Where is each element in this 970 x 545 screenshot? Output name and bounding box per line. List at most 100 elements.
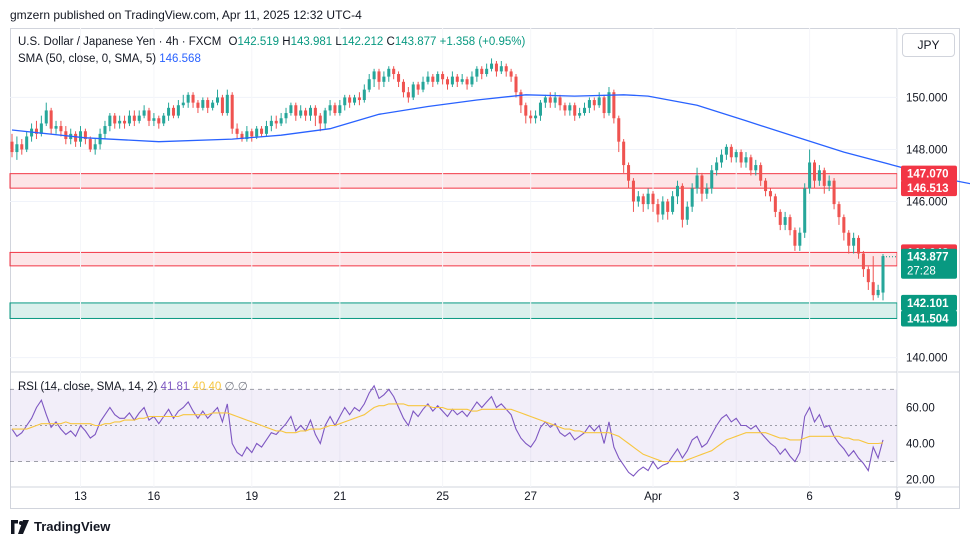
candle bbox=[103, 120, 107, 140]
candle-body bbox=[137, 115, 141, 121]
candle-body bbox=[255, 128, 259, 137]
close-value: 143.877 bbox=[394, 36, 437, 48]
rsi-legend[interactable]: RSI (14, close, SMA, 14, 2) 41.81 40.40 … bbox=[18, 379, 248, 393]
candle bbox=[558, 94, 562, 111]
sma-legend-value: 146.568 bbox=[159, 53, 201, 65]
candle bbox=[538, 100, 542, 121]
candle-body bbox=[465, 79, 469, 85]
candle bbox=[715, 157, 719, 176]
candle-body bbox=[372, 71, 376, 80]
candle bbox=[543, 94, 547, 108]
candle-body bbox=[808, 162, 812, 189]
chart-frame bbox=[10, 28, 960, 509]
candle bbox=[842, 214, 846, 241]
candle-body bbox=[504, 66, 508, 72]
candle-body bbox=[587, 100, 591, 108]
candle-body bbox=[705, 188, 709, 194]
candle-body bbox=[812, 162, 817, 181]
candle-body bbox=[123, 120, 127, 124]
currency-button[interactable]: JPY bbox=[902, 33, 955, 57]
candle bbox=[299, 105, 303, 119]
candle-body bbox=[729, 146, 733, 158]
candle-body bbox=[93, 144, 97, 150]
candle bbox=[519, 89, 523, 114]
candle bbox=[431, 74, 435, 88]
candle bbox=[397, 71, 401, 88]
candle-body bbox=[353, 97, 357, 103]
candle bbox=[294, 102, 298, 121]
candle-body bbox=[607, 92, 611, 114]
candle-body bbox=[739, 152, 743, 163]
rsi-tick-label: 20.00 bbox=[906, 475, 935, 487]
candle bbox=[759, 162, 763, 186]
candle-body bbox=[362, 89, 366, 101]
candle-body bbox=[534, 115, 538, 119]
publisher-caption: gmzern published on TradingView.com, Apr… bbox=[10, 8, 362, 22]
candle bbox=[881, 254, 885, 301]
sma-legend[interactable]: SMA (50, close, 0, SMA, 5) 146.568 bbox=[18, 53, 201, 65]
candle-body bbox=[876, 289, 880, 296]
candle-body bbox=[299, 110, 303, 116]
price-label-text: 142.101 bbox=[907, 298, 949, 310]
candle-body bbox=[132, 115, 136, 121]
candle-body bbox=[651, 193, 655, 205]
candle-body bbox=[832, 180, 836, 205]
candle-body bbox=[450, 76, 454, 85]
candle-body bbox=[387, 68, 391, 77]
time-tick-label: 27 bbox=[524, 491, 537, 503]
candle-body bbox=[578, 113, 582, 116]
candle bbox=[739, 149, 743, 168]
candle-body bbox=[127, 115, 131, 124]
candle-body bbox=[524, 105, 528, 116]
candle bbox=[656, 198, 660, 223]
zone-support bbox=[9, 302, 898, 319]
candle bbox=[720, 149, 724, 168]
candle bbox=[157, 115, 161, 129]
candle bbox=[764, 178, 768, 197]
candle bbox=[808, 149, 812, 194]
candle bbox=[793, 227, 797, 251]
candle-body bbox=[245, 131, 249, 140]
candle-body bbox=[215, 97, 220, 103]
candle-body bbox=[406, 92, 410, 98]
candle-body bbox=[700, 175, 704, 194]
candle-body bbox=[323, 110, 327, 124]
candle-body bbox=[470, 76, 474, 85]
candle bbox=[176, 100, 180, 119]
candle bbox=[357, 92, 361, 106]
candle bbox=[215, 89, 220, 106]
candle bbox=[15, 136, 19, 160]
candle-body bbox=[348, 97, 352, 103]
candle-body bbox=[857, 237, 861, 254]
candle bbox=[847, 230, 851, 254]
candle-body bbox=[377, 71, 381, 82]
time-tick-label: 19 bbox=[245, 491, 258, 503]
candle bbox=[167, 102, 171, 121]
candle bbox=[20, 139, 24, 155]
candle bbox=[132, 110, 136, 127]
candle bbox=[729, 144, 733, 163]
candle bbox=[211, 100, 215, 111]
candle bbox=[475, 66, 479, 82]
candle bbox=[724, 144, 728, 160]
candle-body bbox=[671, 196, 675, 212]
candle bbox=[568, 102, 572, 116]
candle-body bbox=[602, 97, 606, 114]
candle-body bbox=[754, 165, 758, 171]
price-label: 142.101 bbox=[901, 294, 957, 311]
candle bbox=[857, 235, 861, 259]
candle bbox=[445, 76, 450, 90]
rsi-legend-value: 41.81 bbox=[160, 381, 190, 393]
candle bbox=[641, 193, 645, 212]
candle-body bbox=[494, 63, 498, 72]
candle bbox=[573, 102, 577, 121]
candle-body bbox=[441, 74, 445, 80]
symbol-name[interactable]: U.S. Dollar / Japanese Yen bbox=[18, 36, 156, 48]
rsi-tick-label: 60.00 bbox=[906, 402, 935, 414]
tradingview-footer[interactable]: TradingView bbox=[10, 519, 110, 534]
candle-body bbox=[313, 107, 317, 116]
candle-body bbox=[627, 165, 631, 181]
candle-body bbox=[328, 105, 332, 111]
candle bbox=[441, 71, 445, 85]
